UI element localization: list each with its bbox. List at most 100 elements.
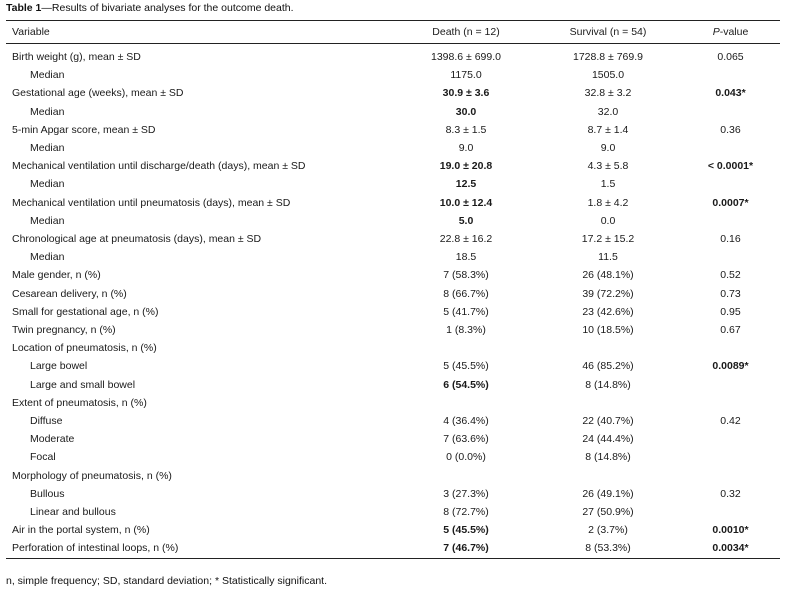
table-row: Median 1175.0 1505.0 [6,66,780,84]
table-row: Male gender, n (%) 7 (58.3%) 26 (48.1%) 0.5… [6,266,780,284]
cell-survival: 39 (72.2%) [582,287,634,300]
cell-death: 8.3 ± 1.5 [445,123,487,136]
cell-variable: Median [30,69,65,82]
cell-variable: 5-min Apgar score, mean ± SD [12,123,156,136]
results-table: Variable Death (n = 12) Survival (n = 54… [6,20,780,559]
cell-survival [531,394,681,412]
table-row: Median 9.0 9.0 [6,139,780,157]
cell-p-value [681,212,780,230]
table-row: Birth weight (g), mean ± SD 1398.6 ± 699.… [6,44,780,67]
cell-death: 9.0 [458,142,474,155]
header-row: Variable Death (n = 12) Survival (n = 54… [6,20,780,44]
table-row: Mechanical ventilation until pneumatosis… [6,194,780,212]
cell-death: 5 (41.7%) [443,305,489,318]
cell-variable: Male gender, n (%) [12,269,101,282]
header-p-italic: P [712,26,720,38]
cell-death: 8 (72.7%) [443,506,489,519]
cell-p-value [681,339,780,357]
cell-death: 8 (66.7%) [443,287,489,300]
table-row: Extent of pneumatosis, n (%) [6,394,780,412]
cell-variable: Diffuse [30,415,63,428]
cell-survival [531,339,681,357]
cell-p-value: 0.73 [720,287,741,300]
cell-survival: 24 (44.4%) [582,433,634,446]
table-header: Variable Death (n = 12) Survival (n = 54… [6,20,780,44]
header-survival: Survival (n = 54) [569,26,647,38]
cell-death [351,339,531,357]
table-row: Chronological age at pneumatosis (days),… [6,230,780,248]
cell-death: 5.0 [458,214,474,227]
cell-survival: 32.8 ± 3.2 [584,87,632,100]
cell-death: 7 (58.3%) [443,269,489,282]
table-row: Median 12.5 1.5 [6,175,780,193]
cell-variable: Chronological age at pneumatosis (days),… [12,233,262,246]
cell-death: 22.8 ± 16.2 [439,233,493,246]
header-variable: Variable [12,26,50,38]
cell-death: 1398.6 ± 699.0 [431,51,501,63]
cell-death: 5 (45.5%) [443,524,489,537]
cell-p-value: 0.36 [720,123,741,136]
cell-death [351,467,531,485]
cell-survival: 26 (49.1%) [582,487,634,500]
cell-p-value [681,394,780,412]
cell-survival: 8 (14.8%) [585,451,631,464]
table-row: Diffuse 4 (36.4%) 22 (40.7%) 0.42 [6,412,780,430]
cell-variable: Large bowel [30,360,88,373]
table-row: Bullous 3 (27.3%) 26 (49.1%) 0.32 [6,485,780,503]
cell-p-value: 0.0034* [712,542,749,555]
table-caption-label: Table 1 [6,2,42,14]
table-row: Median 5.0 0.0 [6,212,780,230]
cell-variable: Cesarean delivery, n (%) [12,287,127,300]
cell-death: 5 (45.5%) [443,360,489,373]
cell-p-value [681,103,780,121]
cell-p-value: 0.0010* [712,524,749,537]
cell-death: 1 (8.3%) [446,324,486,337]
cell-p-value: 0.42 [720,415,741,428]
cell-survival: 2 (3.7%) [588,524,628,537]
cell-survival: 1728.8 ± 769.9 [573,51,643,63]
table-row: Twin pregnancy, n (%) 1 (8.3%) 10 (18.5%) 0… [6,321,780,339]
table-caption: Table 1—Results of bivariate analyses fo… [6,2,294,14]
cell-p-value: 0.52 [720,269,741,282]
table-row: Location of pneumatosis, n (%) [6,339,780,357]
cell-variable: Median [30,214,65,227]
cell-death: 7 (46.7%) [443,542,489,555]
header-death: Death (n = 12) [432,26,500,38]
cell-variable: Moderate [30,433,75,446]
table-row: Large and small bowel 6 (54.5%) 8 (14.8%) [6,376,780,394]
cell-survival: 1.8 ± 4.2 [587,196,629,209]
cell-p-value [681,248,780,266]
cell-p-value [681,503,780,521]
cell-variable: Mechanical ventilation until pneumatosis… [12,196,291,209]
table-row: Focal 0 (0.0%) 8 (14.8%) [6,448,780,466]
cell-variable: Small for gestational age, n (%) [12,305,159,318]
cell-p-value: 0.32 [720,487,741,500]
cell-variable: Median [30,251,65,264]
cell-survival: 1.5 [600,178,616,191]
cell-p-value [681,448,780,466]
cell-survival: 26 (48.1%) [582,269,634,282]
cell-survival: 46 (85.2%) [582,360,634,373]
table-row: Perforation of intestinal loops, n (%) 7 … [6,539,780,559]
table-row: Moderate 7 (63.6%) 24 (44.4%) [6,430,780,448]
cell-survival: 8.7 ± 1.4 [587,123,629,136]
cell-death: 4 (36.4%) [443,415,489,428]
header-p-rest: -value [719,26,749,38]
cell-p-value [681,430,780,448]
cell-death: 12.5 [455,178,477,191]
cell-death: 3 (27.3%) [443,487,489,500]
cell-survival [531,467,681,485]
table-footnote: n, simple frequency; SD, standard deviat… [6,575,327,587]
cell-p-value [681,66,780,84]
cell-p-value: 0.043* [715,87,746,100]
table-row: 5-min Apgar score, mean ± SD 8.3 ± 1.5 8.7… [6,121,780,139]
cell-survival: 23 (42.6%) [582,305,634,318]
cell-death: 0 (0.0%) [446,451,486,464]
cell-variable: Location of pneumatosis, n (%) [12,342,157,355]
cell-survival: 32.0 [597,105,619,118]
table-row: Mechanical ventilation until discharge/d… [6,157,780,175]
cell-death: 30.0 [455,105,477,118]
table-row: Gestational age (weeks), mean ± SD 30.9 ±… [6,84,780,102]
cell-survival: 22 (40.7%) [582,415,634,428]
